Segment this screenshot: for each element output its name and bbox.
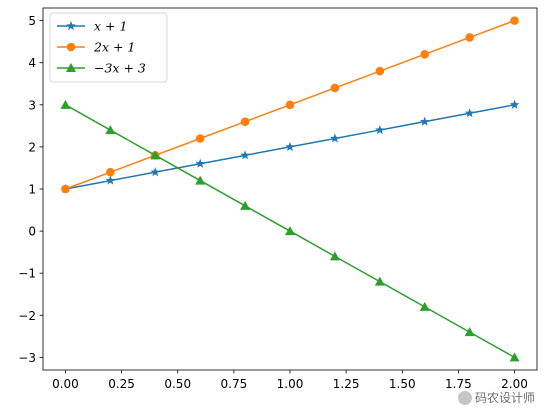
data-point xyxy=(195,134,205,143)
y-tick-label: 2 xyxy=(28,140,36,154)
x-tick-label: 0.00 xyxy=(52,377,79,391)
data-point xyxy=(419,116,430,126)
legend: x + 1 2x + 1 −3x + 3 xyxy=(49,12,168,83)
legend-item: −3x + 3 xyxy=(57,61,146,76)
x-tick-label: 0.50 xyxy=(164,377,191,391)
x-tick-label: 0.25 xyxy=(108,377,135,391)
data-point xyxy=(374,276,385,286)
data-point xyxy=(285,141,295,151)
data-point xyxy=(150,150,161,160)
y-tick-label: 0 xyxy=(28,225,36,239)
watermark-text: 码农设计师 xyxy=(474,391,535,405)
wechat-icon xyxy=(457,390,472,405)
data-point xyxy=(465,33,474,42)
y-tick-label: 5 xyxy=(28,14,36,28)
legend-item: x + 1 xyxy=(57,19,127,34)
data-point xyxy=(66,21,76,31)
data-point xyxy=(329,251,340,261)
legend-frame xyxy=(49,12,168,83)
data-point xyxy=(464,327,475,337)
legend-label: 2x + 1 xyxy=(93,40,135,55)
data-point xyxy=(509,99,520,109)
y-tick-label: −1 xyxy=(18,267,36,281)
data-point xyxy=(419,301,430,311)
y-tick-label: −3 xyxy=(18,351,36,365)
data-point xyxy=(105,175,116,185)
data-point xyxy=(195,158,205,168)
data-point xyxy=(61,184,70,194)
series-layer xyxy=(60,16,520,362)
data-point xyxy=(285,100,295,110)
x-tick-label: 1.00 xyxy=(277,377,304,391)
series-1 xyxy=(60,99,520,194)
data-point xyxy=(195,175,206,185)
data-point xyxy=(330,83,340,93)
data-point xyxy=(330,133,340,143)
data-point xyxy=(464,108,475,118)
x-tick-label: 2.00 xyxy=(501,377,528,391)
y-tick-label: −2 xyxy=(18,309,36,323)
data-point xyxy=(510,16,519,25)
data-point xyxy=(106,167,115,177)
data-point xyxy=(240,200,251,210)
data-point xyxy=(60,99,71,109)
legend-item: 2x + 1 xyxy=(57,40,135,55)
watermark: 码农设计师 xyxy=(457,389,535,406)
data-point xyxy=(240,150,250,160)
data-point xyxy=(240,117,250,126)
data-point xyxy=(420,50,430,59)
y-tick-label: 1 xyxy=(28,183,36,197)
y-tick-label: 4 xyxy=(28,56,36,70)
y-tick-label: 3 xyxy=(28,98,36,112)
data-point xyxy=(150,167,161,177)
x-tick-label: 1.75 xyxy=(445,377,472,391)
x-tick-label: 1.50 xyxy=(389,377,416,391)
data-point xyxy=(66,63,76,72)
series-3 xyxy=(60,99,520,362)
axis-ticks: 0.00 0.25 0.50 0.75 1.00 1.25 1.50 1.75 2.00 −3 −2… xyxy=(18,14,528,391)
data-point xyxy=(375,125,385,135)
legend-label: x + 1 xyxy=(94,19,127,34)
x-tick-label: 1.25 xyxy=(333,377,360,391)
data-point xyxy=(66,42,76,52)
legend-label: −3x + 3 xyxy=(94,61,146,76)
data-point xyxy=(509,352,520,362)
data-point xyxy=(375,66,385,76)
x-tick-label: 0.75 xyxy=(221,377,248,391)
series-2 xyxy=(61,16,519,194)
data-point xyxy=(105,125,116,135)
data-point xyxy=(285,226,295,236)
